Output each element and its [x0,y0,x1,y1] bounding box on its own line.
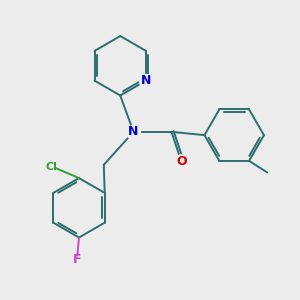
Text: N: N [141,74,151,87]
Text: Cl: Cl [46,161,58,172]
Text: O: O [176,155,187,168]
Text: N: N [128,125,139,138]
Text: F: F [73,253,82,266]
